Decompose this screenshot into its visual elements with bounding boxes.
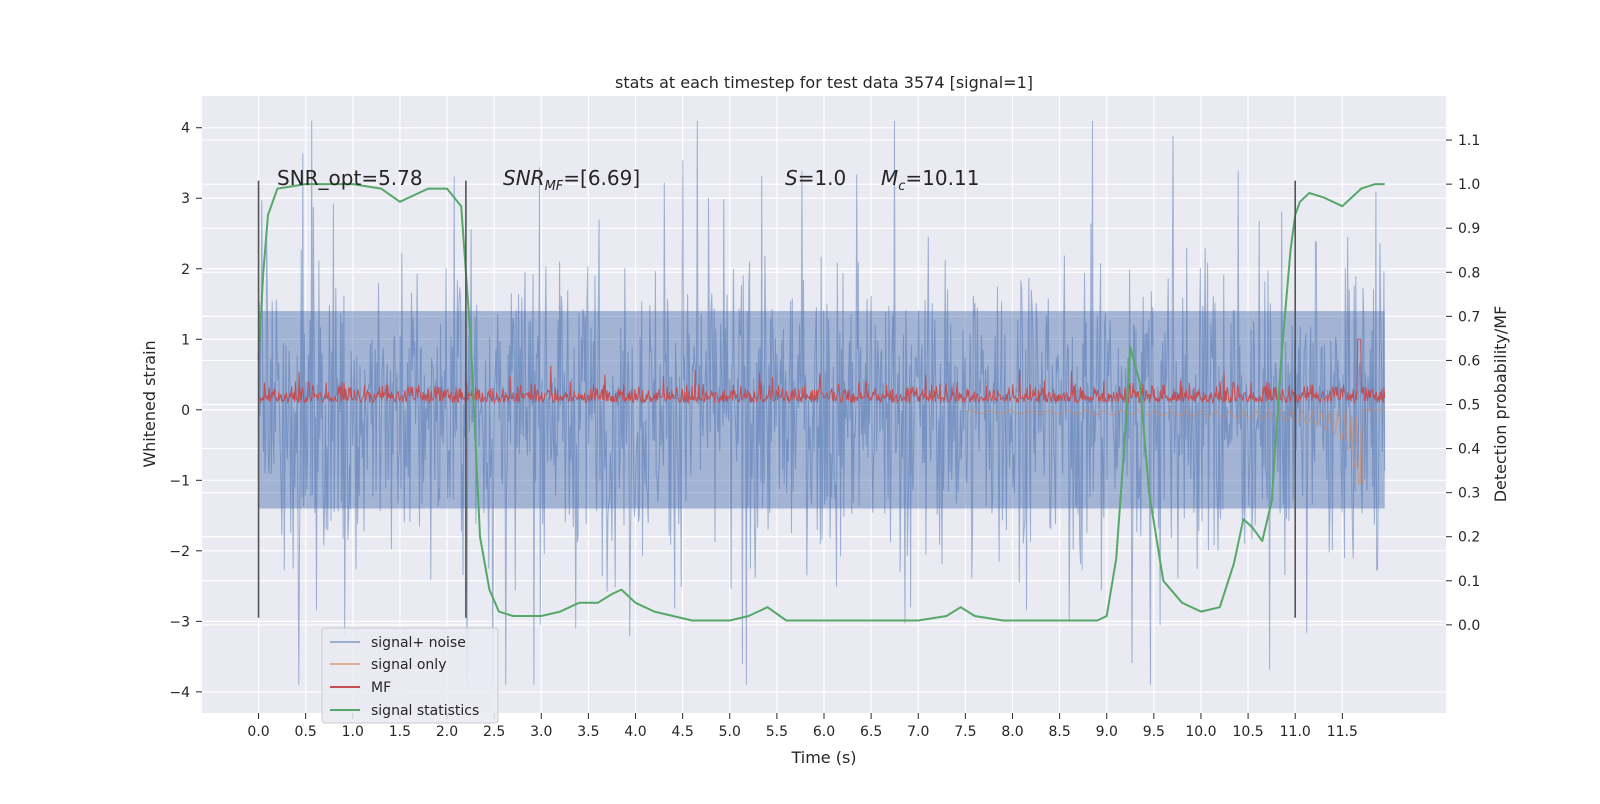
- x-axis-label: Time (s): [790, 748, 856, 767]
- snr-opt-annotation: SNR_opt=5.78: [277, 166, 423, 190]
- x-tick-label: 6.0: [813, 724, 835, 740]
- y-right-tick-label: 1.0: [1458, 177, 1480, 193]
- y-left-tick-label: −4: [169, 685, 190, 701]
- legend-label-signal-only: signal only: [371, 657, 446, 673]
- y-right-axis-label: Detection probability/MF: [1491, 306, 1510, 503]
- y-right-tick-label: 0.5: [1458, 398, 1480, 414]
- x-tick-label: 9.5: [1143, 724, 1165, 740]
- x-tick-label: 11.5: [1327, 724, 1358, 740]
- x-tick-label: 8.5: [1048, 724, 1070, 740]
- x-tick-label: 3.0: [530, 724, 552, 740]
- x-tick-label: 9.0: [1096, 724, 1118, 740]
- snr-mf-annotation: SNRMF=[6.69]: [503, 166, 640, 194]
- y-right-tick-label: 0.6: [1458, 353, 1480, 369]
- y-left-tick-label: 1: [181, 332, 190, 348]
- mf-trace: [258, 338, 1386, 405]
- x-tick-label: 1.5: [389, 724, 411, 740]
- snr-mf-main: SNR: [503, 166, 545, 190]
- y-right-tick-label: 0.9: [1458, 221, 1480, 237]
- mc-main: M: [881, 166, 898, 190]
- signal-only-trace: [965, 408, 1385, 485]
- y-right-tick-label: 0.2: [1458, 530, 1480, 546]
- chart-title: stats at each timestep for test data 357…: [615, 73, 1033, 92]
- y-right-tick-label: 1.1: [1458, 133, 1480, 149]
- y-left-tick-label: −3: [169, 614, 190, 630]
- s-annotation: S=1.0: [785, 166, 846, 190]
- signal-noise-trace: [258, 120, 1386, 685]
- x-tick-label: 10.0: [1185, 724, 1216, 740]
- mc-value: =10.11: [905, 166, 979, 190]
- y-left-tick-label: −2: [169, 544, 190, 560]
- x-tick-label: 6.5: [860, 724, 882, 740]
- y-left-tick-label: 0: [181, 403, 190, 419]
- x-tick-label: 7.0: [907, 724, 929, 740]
- signal-statistics-trace: [257, 183, 1385, 622]
- x-tick-label: 0.0: [247, 724, 269, 740]
- legend-box: [321, 627, 499, 724]
- y-left-axis-label: Whitened strain: [140, 340, 159, 467]
- x-tick-label: 5.0: [719, 724, 741, 740]
- mc-annotation: Mc=10.11: [881, 166, 979, 194]
- y-right-axis-ticks: 0.0 0.1 0.2 0.3 0.4 0.5 0.6 0.7 0.8 0.9 1.0 1.1: [1446, 133, 1480, 634]
- mc-subscript: c: [898, 179, 905, 194]
- x-tick-label: 11.0: [1280, 724, 1311, 740]
- snr-mf-value: =[6.69]: [563, 166, 640, 190]
- legend-label-signal-statistics: signal statistics: [371, 703, 479, 719]
- y-right-tick-label: 0.8: [1458, 265, 1480, 281]
- y-left-tick-label: 3: [181, 191, 190, 207]
- x-tick-label: 0.5: [295, 724, 317, 740]
- y-right-tick-label: 0.3: [1458, 486, 1480, 502]
- x-tick-label: 10.5: [1233, 724, 1264, 740]
- vertical-markers: [257, 180, 1297, 618]
- y-right-tick-label: 0.7: [1458, 309, 1480, 325]
- y-right-tick-label: 0.0: [1458, 618, 1480, 634]
- y-left-tick-label: 4: [181, 121, 190, 137]
- data-traces: [257, 120, 1386, 685]
- x-tick-label: 7.5: [954, 724, 976, 740]
- x-tick-label: 8.0: [1001, 724, 1023, 740]
- legend-label-signal-noise: signal+ noise: [371, 635, 466, 651]
- snr-mf-subscript: MF: [545, 179, 564, 194]
- x-tick-label: 2.0: [436, 724, 458, 740]
- y-left-axis-ticks: −4 −3 −2 −1 0 1 2 3 4: [169, 121, 202, 701]
- x-axis-ticks: 0.0 0.5 1.0 1.5 2.0 2.5 3.0 3.5 4.0 4.5 5.0 5.5 6.0 6…: [247, 713, 1358, 740]
- x-tick-label: 4.5: [672, 724, 694, 740]
- y-left-tick-label: 2: [181, 262, 190, 278]
- x-tick-label: 2.5: [483, 724, 505, 740]
- x-tick-label: 3.5: [577, 724, 599, 740]
- s-main: S: [785, 166, 798, 190]
- y-left-tick-label: −1: [169, 473, 190, 489]
- legend-label-mf: MF: [371, 680, 391, 696]
- x-tick-label: 4.0: [624, 724, 646, 740]
- y-right-tick-label: 0.4: [1458, 442, 1480, 458]
- y-right-tick-label: 0.1: [1458, 574, 1480, 590]
- s-value: =1.0: [798, 166, 847, 190]
- legend: signal+ noise signal only MF signal stat…: [321, 627, 499, 724]
- x-tick-label: 1.0: [342, 724, 364, 740]
- x-tick-label: 5.5: [766, 724, 788, 740]
